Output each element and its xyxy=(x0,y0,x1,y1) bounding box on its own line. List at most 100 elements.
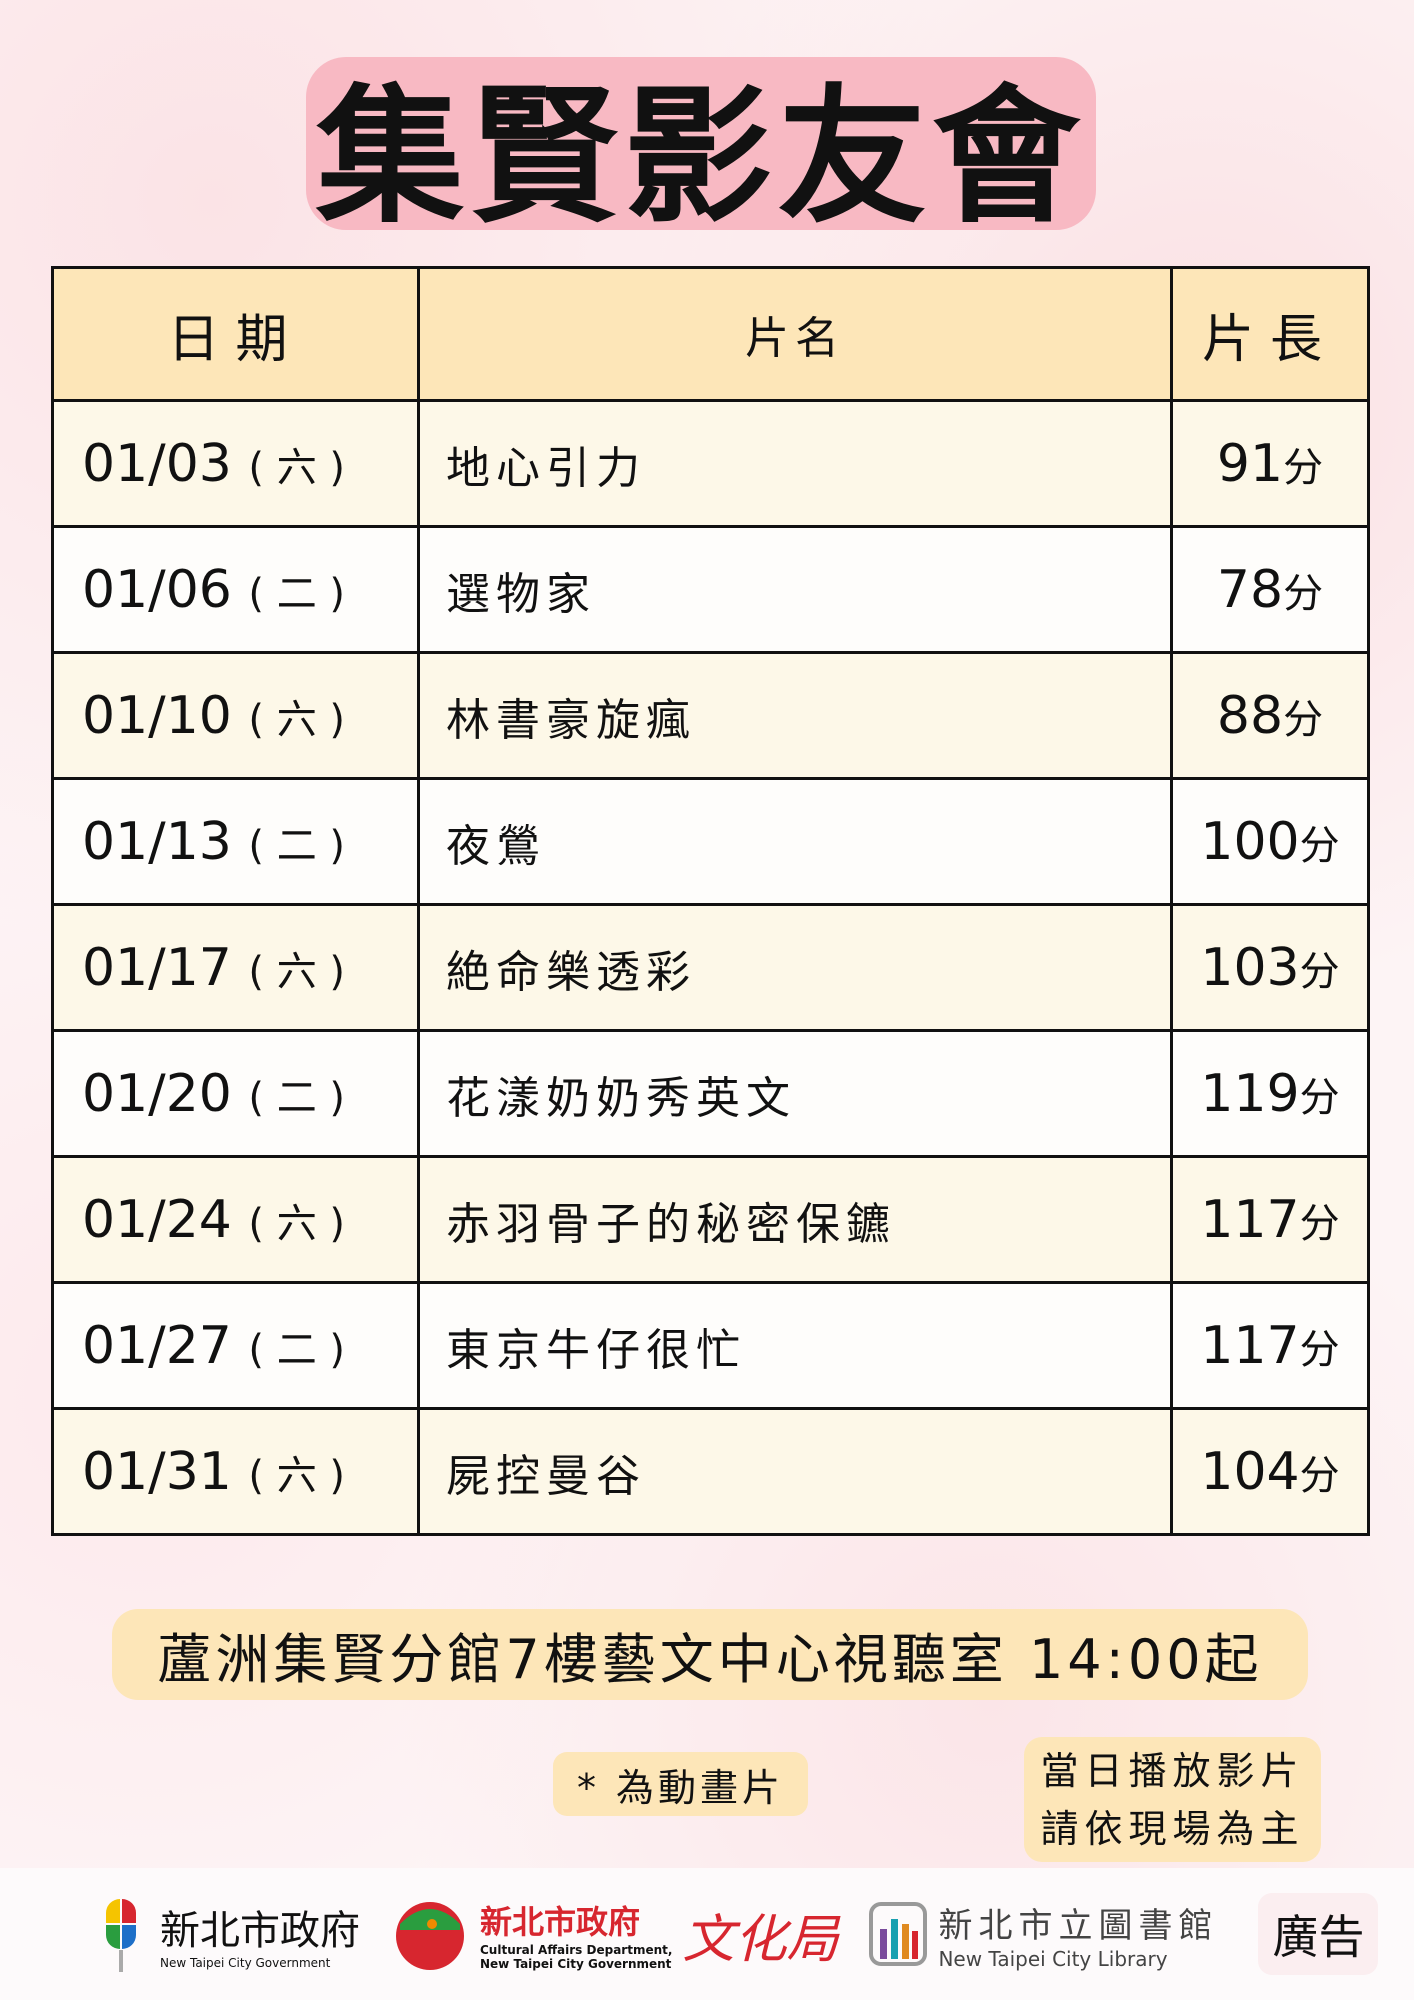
culture-name-en: New Taipei City Government xyxy=(480,1957,672,1971)
length: 104 xyxy=(1200,1441,1300,1502)
length-unit: 分 xyxy=(1283,444,1324,491)
length-cell: 88分 xyxy=(1170,651,1370,780)
date-cell: 01/06 ( 二 ) xyxy=(51,525,420,654)
date-cell: 01/31 ( 六 ) xyxy=(51,1407,420,1536)
table-header: 日期 片名 片長 xyxy=(51,266,1370,402)
weekday: ( 六 ) xyxy=(248,948,346,995)
date: 01/17 xyxy=(82,937,232,998)
film-cell: 林書豪旋瘋 xyxy=(417,651,1173,780)
weekday: ( 六 ) xyxy=(248,1200,346,1247)
length-unit: 分 xyxy=(1299,1326,1340,1373)
table-row: 01/20 ( 二 ) 花漾奶奶秀英文 119分 xyxy=(51,1029,1370,1158)
length-unit: 分 xyxy=(1299,1452,1340,1499)
location-banner: 蘆洲集賢分館7樓藝文中心視聽室 14:00起 xyxy=(112,1609,1308,1700)
weekday: ( 二 ) xyxy=(248,822,346,869)
length: 103 xyxy=(1200,937,1300,998)
date: 01/03 xyxy=(82,433,232,494)
date-cell: 01/20 ( 二 ) xyxy=(51,1029,420,1158)
date-cell: 01/24 ( 六 ) xyxy=(51,1155,420,1284)
header-length: 片長 xyxy=(1170,266,1370,402)
weekday: ( 二 ) xyxy=(248,1326,346,1373)
sponsor-footer: 新北市政府 New Taipei City Government 新北市政府 Cul… xyxy=(0,1868,1414,2000)
culture-emblem-icon xyxy=(396,1902,464,1970)
library-logo: 新北市立圖書館 New Taipei City Library xyxy=(868,1898,1218,1971)
length-unit: 分 xyxy=(1299,948,1340,995)
length-cell: 119分 xyxy=(1170,1029,1370,1158)
weekday: ( 六 ) xyxy=(248,696,346,743)
length: 100 xyxy=(1200,811,1300,872)
date: 01/06 xyxy=(82,559,232,620)
weekday: ( 六 ) xyxy=(248,1452,346,1499)
new-taipei-gov-logo: 新北市政府 New Taipei City Government xyxy=(90,1894,360,1974)
date-cell: 01/27 ( 二 ) xyxy=(51,1281,420,1410)
weekday: ( 二 ) xyxy=(248,570,346,617)
date-cell: 01/13 ( 二 ) xyxy=(51,777,420,906)
culture-name: 新北市政府 xyxy=(480,1903,641,1941)
schedule-note-line: 請依現場為主 xyxy=(1040,1806,1305,1851)
length-unit: 分 xyxy=(1299,1200,1340,1247)
date: 01/24 xyxy=(82,1189,232,1250)
schedule-table: 日期 片名 片長 01/03 ( 六 ) 地心引力 91分 01/06 ( 二 ) 選物… xyxy=(51,266,1370,1536)
date: 01/31 xyxy=(82,1441,232,1502)
table-row: 01/17 ( 六 ) 絶命樂透彩 103分 xyxy=(51,903,1370,1032)
film-cell: 地心引力 xyxy=(417,399,1173,528)
title-banner: 集賢影友會 xyxy=(306,57,1096,243)
date: 01/27 xyxy=(82,1315,232,1376)
length: 78 xyxy=(1216,559,1284,620)
page-title: 集賢影友會 xyxy=(316,71,1086,243)
length-unit: 分 xyxy=(1299,822,1340,869)
length: 117 xyxy=(1200,1315,1300,1376)
date-cell: 01/03 ( 六 ) xyxy=(51,399,420,528)
date: 01/20 xyxy=(82,1063,232,1124)
film-cell: 赤羽骨子的秘密保鑣 xyxy=(417,1155,1173,1284)
table-row: 01/31 ( 六 ) 屍控曼谷 104分 xyxy=(51,1407,1370,1536)
length-cell: 104分 xyxy=(1170,1407,1370,1536)
date: 01/10 xyxy=(82,685,232,746)
film-cell: 絶命樂透彩 xyxy=(417,903,1173,1032)
ad-label: 廣告 xyxy=(1258,1893,1379,1975)
library-name-en: New Taipei City Library xyxy=(938,1946,1168,1971)
length: 91 xyxy=(1216,433,1284,494)
film-cell: 夜鶯 xyxy=(417,777,1173,906)
animation-note: * 為動畫片 xyxy=(553,1752,808,1816)
length-cell: 91分 xyxy=(1170,399,1370,528)
length-unit: 分 xyxy=(1283,570,1324,617)
culture-name-en: Cultural Affairs Department, xyxy=(480,1943,673,1957)
date: 01/13 xyxy=(82,811,232,872)
length: 88 xyxy=(1216,685,1284,746)
table-row: 01/10 ( 六 ) 林書豪旋瘋 88分 xyxy=(51,651,1370,780)
header-film: 片名 xyxy=(417,266,1173,402)
schedule-note-line: 當日播放影片 xyxy=(1040,1748,1305,1793)
film-cell: 選物家 xyxy=(417,525,1173,654)
library-name: 新北市立圖書館 xyxy=(938,1905,1219,1946)
date-cell: 01/10 ( 六 ) xyxy=(51,651,420,780)
length-unit: 分 xyxy=(1283,696,1324,743)
length-cell: 117分 xyxy=(1170,1155,1370,1284)
table-row: 01/06 ( 二 ) 選物家 78分 xyxy=(51,525,1370,654)
schedule-note: 當日播放影片 請依現場為主 xyxy=(1024,1737,1321,1862)
length-unit: 分 xyxy=(1299,1074,1340,1121)
culture-dept-logo: 新北市政府 Cultural Affairs Department, New Tai… xyxy=(390,1894,838,1974)
gov-name-en: New Taipei City Government xyxy=(160,1956,331,1970)
film-cell: 屍控曼谷 xyxy=(417,1407,1173,1536)
length-cell: 100分 xyxy=(1170,777,1370,906)
date-cell: 01/17 ( 六 ) xyxy=(51,903,420,1032)
length-cell: 117分 xyxy=(1170,1281,1370,1410)
film-cell: 東京牛仔很忙 xyxy=(417,1281,1173,1410)
length-cell: 78分 xyxy=(1170,525,1370,654)
film-cell: 花漾奶奶秀英文 xyxy=(417,1029,1173,1158)
table-row: 01/24 ( 六 ) 赤羽骨子的秘密保鑣 117分 xyxy=(51,1155,1370,1284)
length: 117 xyxy=(1200,1189,1300,1250)
gov-emblem-icon xyxy=(106,1899,136,1972)
weekday: ( 二 ) xyxy=(248,1074,346,1121)
table-row: 01/13 ( 二 ) 夜鶯 100分 xyxy=(51,777,1370,906)
length-cell: 103分 xyxy=(1170,903,1370,1032)
gov-name: 新北市政府 xyxy=(160,1908,360,1954)
weekday: ( 六 ) xyxy=(248,444,346,491)
culture-calligraphy: 文化局 xyxy=(682,1909,839,1970)
table-row: 01/27 ( 二 ) 東京牛仔很忙 117分 xyxy=(51,1281,1370,1410)
length: 119 xyxy=(1200,1063,1300,1124)
library-emblem-icon xyxy=(869,1902,928,1966)
header-date: 日期 xyxy=(51,266,420,402)
table-row: 01/03 ( 六 ) 地心引力 91分 xyxy=(51,399,1370,528)
